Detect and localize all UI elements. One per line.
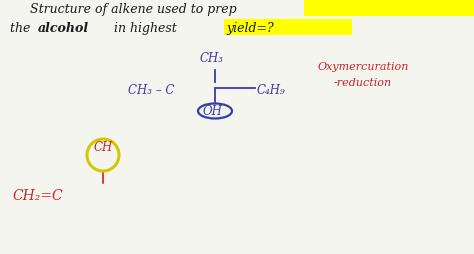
Text: C₄H₉: C₄H₉: [257, 84, 286, 97]
Text: CH₃: CH₃: [200, 52, 224, 65]
Text: CH₃ – C: CH₃ – C: [128, 84, 174, 97]
Text: CH₂=C: CH₂=C: [12, 189, 63, 203]
Bar: [224, 19, 352, 35]
Text: in highest: in highest: [110, 22, 181, 35]
Text: OH: OH: [203, 105, 223, 118]
Bar: [304, 0, 474, 16]
Text: CH: CH: [94, 141, 113, 154]
Text: yield=?: yield=?: [226, 22, 274, 35]
Text: Oxymercuration: Oxymercuration: [318, 62, 410, 72]
Text: -reduction: -reduction: [334, 78, 392, 88]
Text: Structure of alkene used to prep: Structure of alkene used to prep: [30, 3, 237, 16]
Text: alcohol: alcohol: [38, 22, 89, 35]
Text: the: the: [10, 22, 35, 35]
